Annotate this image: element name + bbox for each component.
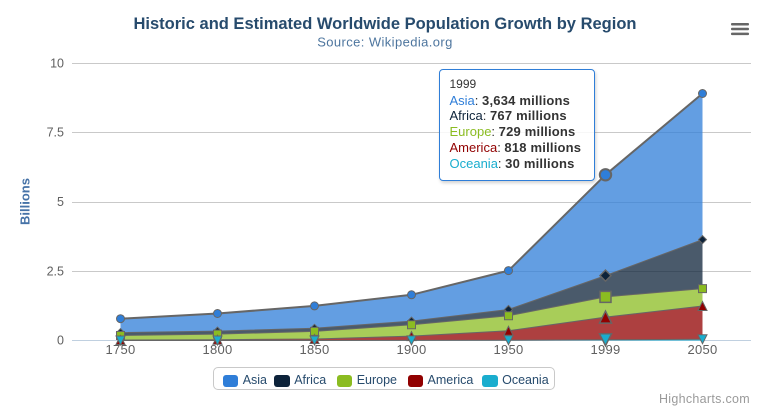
svg-text:10: 10 <box>50 56 64 70</box>
svg-text:Historic and Estimated Worldwi: Historic and Estimated Worldwide Populat… <box>134 15 637 33</box>
svg-text:Highcharts.com: Highcharts.com <box>659 392 750 406</box>
svg-text:1900: 1900 <box>396 342 426 357</box>
svg-text:1999: 1999 <box>590 342 620 357</box>
svg-text:2050: 2050 <box>687 342 717 357</box>
svg-text:1800: 1800 <box>202 342 232 357</box>
svg-text:5: 5 <box>57 195 64 209</box>
svg-text:1950: 1950 <box>493 342 523 357</box>
svg-text:2.5: 2.5 <box>47 264 64 278</box>
svg-text:0: 0 <box>57 333 64 347</box>
svg-text:Billions: Billions <box>18 178 33 225</box>
svg-text:1850: 1850 <box>299 342 329 357</box>
svg-text:Source: Wikipedia.org: Source: Wikipedia.org <box>317 35 453 50</box>
svg-text:7.5: 7.5 <box>47 126 64 140</box>
svg-text:1750: 1750 <box>105 342 135 357</box>
